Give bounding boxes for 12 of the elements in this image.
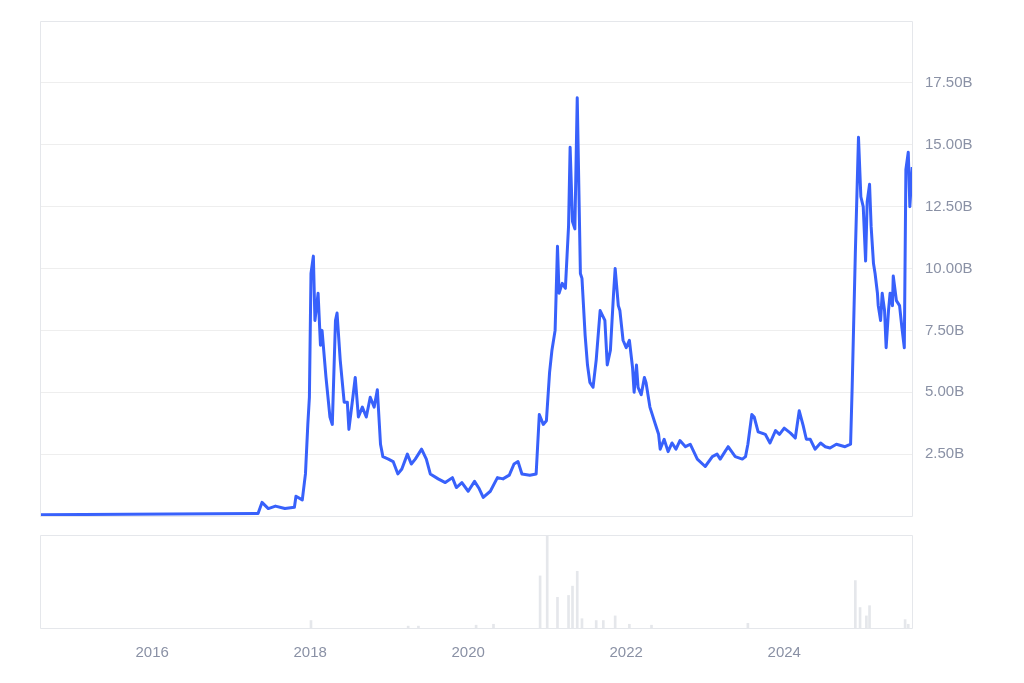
y-tick-label: 2.50B xyxy=(925,444,965,462)
x-tick-label: 2016 xyxy=(135,643,169,661)
y-tick-label: 10.00B xyxy=(925,258,973,276)
x-tick-label: 2022 xyxy=(609,643,643,661)
x-tick-label: 2024 xyxy=(767,643,801,661)
y-tick-label: 5.00B xyxy=(925,382,965,400)
x-tick-label: 2018 xyxy=(293,643,327,661)
y-tick-label: 15.00B xyxy=(925,134,973,152)
y-tick-label: 12.50B xyxy=(925,196,973,214)
x-tick-label: 2020 xyxy=(451,643,485,661)
y-tick-label: 17.50B xyxy=(925,73,973,91)
y-tick-label: 7.50B xyxy=(925,320,965,338)
